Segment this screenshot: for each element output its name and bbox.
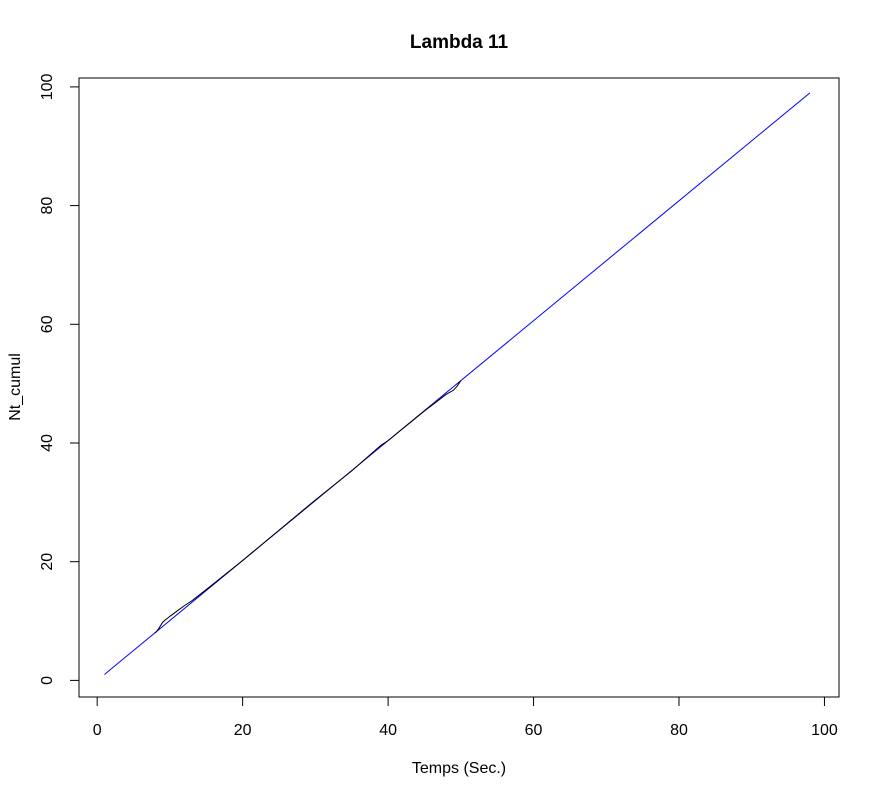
x-axis: 0 20 40 60 80 100 bbox=[93, 696, 838, 739]
y-tick-label: 40 bbox=[39, 434, 56, 452]
chart-title: Lambda 11 bbox=[410, 32, 509, 53]
y-tick-label: 100 bbox=[39, 73, 56, 100]
y-tick-label: 60 bbox=[39, 315, 56, 333]
x-tick-label: 60 bbox=[525, 722, 543, 739]
series-layer bbox=[104, 92, 811, 675]
x-tick-label: 0 bbox=[93, 722, 102, 739]
x-axis-label: Temps (Sec.) bbox=[412, 760, 506, 777]
y-tick-label: 0 bbox=[39, 676, 56, 685]
x-tick-label: 40 bbox=[379, 722, 397, 739]
x-tick-label: 20 bbox=[234, 722, 252, 739]
y-tick-label: 80 bbox=[39, 197, 56, 215]
series-line-0 bbox=[104, 92, 811, 675]
x-tick-label: 80 bbox=[670, 722, 688, 739]
x-tick-label: 100 bbox=[811, 722, 838, 739]
y-axis-label: Nt_cumul bbox=[7, 353, 24, 421]
series-line-1 bbox=[154, 380, 462, 634]
y-tick-label: 20 bbox=[39, 553, 56, 571]
y-axis: 0 20 40 60 80 100 bbox=[39, 73, 80, 685]
plot-frame bbox=[78, 77, 840, 698]
